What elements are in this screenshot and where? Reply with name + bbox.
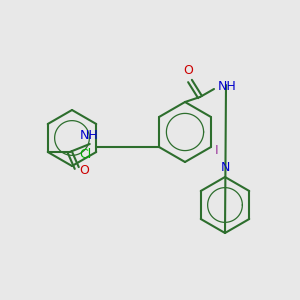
Text: I: I [215,143,219,157]
Text: O: O [183,64,193,77]
Text: Cl: Cl [79,148,91,161]
Text: NH: NH [80,129,98,142]
Text: N: N [220,161,230,174]
Text: O: O [79,164,88,178]
Text: NH: NH [218,80,237,94]
